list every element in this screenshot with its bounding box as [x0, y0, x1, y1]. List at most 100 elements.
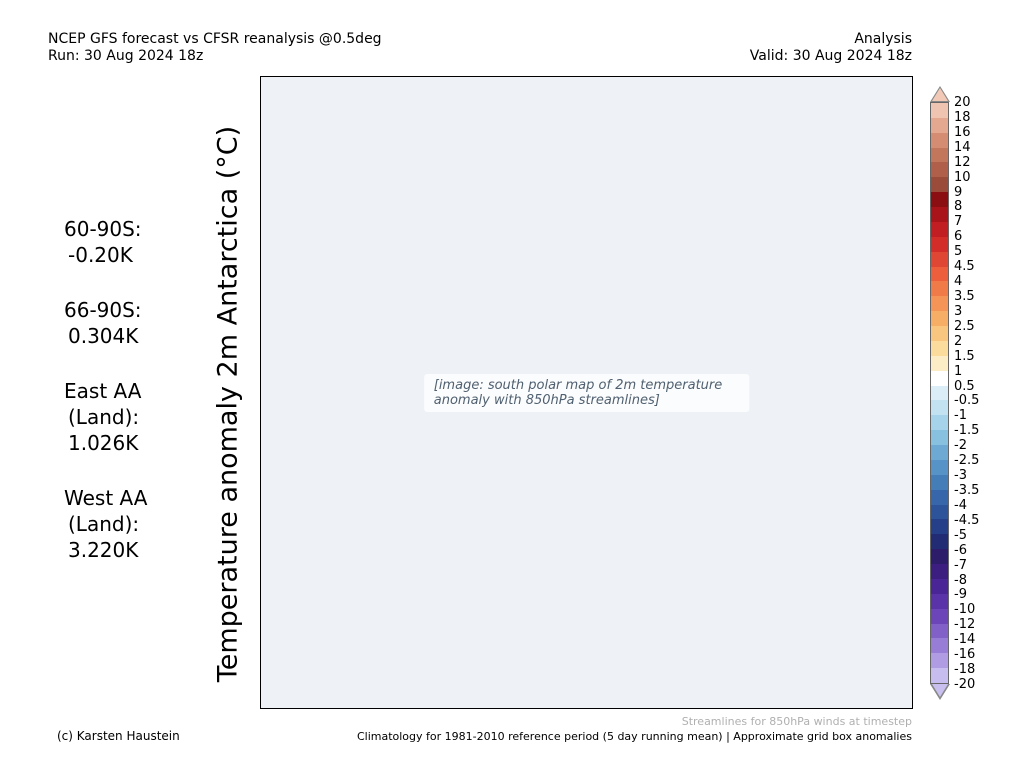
colorbar-segment: [931, 177, 948, 193]
map-placeholder-caption: [image: south polar map of 2m temperatur…: [423, 373, 750, 412]
stat-west-aa: West AA (Land): 3.220K: [64, 485, 147, 563]
colorbar-label: -6: [954, 542, 967, 558]
colorbar-label: 3: [954, 303, 963, 319]
stat-value: 3.220K: [68, 538, 139, 562]
colorbar-label: -2.5: [954, 453, 980, 469]
chart-title: NCEP GFS forecast vs CFSR reanalysis @0.…: [48, 31, 382, 47]
colorbar-label: -9: [954, 587, 967, 603]
header-right: Analysis Valid: 30 Aug 2024 18z: [750, 31, 912, 65]
colorbar-label: 2.5: [954, 318, 975, 334]
colorbar-segment: [931, 430, 948, 446]
colorbar-label: -7: [954, 557, 967, 573]
colorbar-label: 1.5: [954, 348, 975, 364]
stat-east-aa: East AA (Land): 1.026K: [64, 378, 147, 456]
colorbar-segment: [931, 623, 948, 639]
colorbar-min-arrow: [930, 684, 950, 700]
stat-66-90s: 66-90S: 0.304K: [64, 297, 147, 349]
colorbar-label: -4.5: [954, 512, 980, 528]
colorbar-segment: [931, 311, 948, 327]
colorbar-label: -14: [954, 632, 976, 648]
colorbar-segment: [931, 236, 948, 253]
colorbar-segment: [931, 385, 948, 401]
stat-region: East AA: [64, 379, 142, 403]
run-time: Run: 30 Aug 2024 18z: [48, 48, 204, 64]
colorbar-label: 8: [954, 199, 963, 215]
vertical-axis-label: Temperature anomaly 2m Antarctica (°C): [212, 125, 244, 683]
colorbar-label: 20: [954, 95, 971, 110]
colorbar-segment: [931, 549, 948, 565]
stat-region: 60-90S:: [64, 217, 142, 241]
colorbar-label: 6: [954, 229, 963, 245]
colorbar-label: -1: [954, 408, 967, 424]
colorbar-segment: [931, 474, 948, 491]
colorbar-label: 4.5: [954, 259, 975, 275]
stat-60-90s: 60-90S: -0.20K: [64, 216, 147, 268]
regional-stats: 60-90S: -0.20K 66-90S: 0.304K East AA (L…: [64, 216, 147, 592]
colorbar-segment: [931, 162, 948, 178]
colorbar-label: 7: [954, 214, 963, 230]
colorbar-label: -4: [954, 497, 967, 513]
colorbar-label: 2: [954, 333, 963, 349]
colorbar-label: -8: [954, 572, 967, 588]
colorbar-segment: [931, 459, 948, 476]
anomaly-map: [image: south polar map of 2m temperatur…: [260, 76, 913, 709]
colorbar-label: -12: [954, 617, 976, 633]
colorbar-segment: [931, 326, 948, 342]
stat-value: 1.026K: [68, 431, 139, 455]
colorbar-segment: [931, 504, 948, 520]
colorbar-segment: [931, 653, 948, 669]
colorbar-segment: [931, 519, 948, 535]
product-type: Analysis: [854, 31, 912, 47]
colorbar-label: -1.5: [954, 423, 980, 439]
colorbar-segment: [931, 608, 948, 624]
colorbar-segment: [931, 400, 948, 416]
stat-region: 66-90S:: [64, 298, 142, 322]
colorbar-segment: [931, 221, 948, 238]
valid-time: Valid: 30 Aug 2024 18z: [749, 48, 912, 64]
colorbar-segment: [931, 593, 948, 610]
colorbar-segment: [931, 117, 948, 134]
colorbar-label: 18: [954, 109, 971, 125]
streamlines-note: Streamlines for 850hPa winds at timestep: [681, 715, 912, 728]
colorbar-label: -18: [954, 662, 976, 678]
colorbar-label: -0.5: [954, 393, 980, 409]
colorbar-segment: [931, 132, 948, 149]
colorbar-label: -10: [954, 602, 976, 618]
header-left: NCEP GFS forecast vs CFSR reanalysis @0.…: [48, 31, 382, 65]
colorbar-label: 10: [954, 169, 971, 185]
colorbar-segment: [931, 192, 948, 208]
climatology-note: Climatology for 1981-2010 reference peri…: [356, 730, 912, 743]
colorbar-segment: [931, 445, 948, 461]
colorbar-segment: [931, 355, 948, 372]
colorbar-label: 3.5: [954, 289, 975, 304]
colorbar-label: -2: [954, 438, 967, 454]
colorbar-label: 1: [954, 363, 963, 379]
colorbar-segment: [931, 668, 948, 684]
colorbar-segment: [931, 207, 948, 223]
colorbar-label: -16: [954, 647, 976, 663]
colorbar-label: -5: [954, 527, 967, 543]
colorbar-label: 12: [954, 154, 971, 170]
colorbar-segment: [931, 340, 948, 357]
colorbar: [930, 102, 949, 684]
colorbar-segment: [931, 415, 948, 431]
colorbar-segment: [931, 578, 948, 595]
credit: (c) Karsten Haustein: [57, 729, 180, 743]
colorbar-segment: [931, 266, 948, 282]
colorbar-label: 4: [954, 274, 963, 290]
colorbar-segment: [931, 103, 948, 119]
colorbar-max-arrow: [930, 86, 950, 102]
colorbar-segment: [931, 296, 948, 312]
colorbar-segment: [931, 638, 948, 654]
colorbar-label: 5: [954, 244, 963, 260]
colorbar-segment: [931, 370, 948, 387]
colorbar-label: 14: [954, 139, 971, 155]
stat-subregion: (Land):: [68, 512, 140, 536]
stat-region: West AA: [64, 486, 148, 510]
colorbar-label: -3: [954, 468, 967, 484]
stat-value: -0.20K: [68, 243, 133, 267]
stat-value: 0.304K: [68, 324, 139, 348]
colorbar-label: -20: [954, 677, 976, 692]
stat-subregion: (Land):: [68, 405, 140, 429]
colorbar-label: 0.5: [954, 378, 975, 394]
